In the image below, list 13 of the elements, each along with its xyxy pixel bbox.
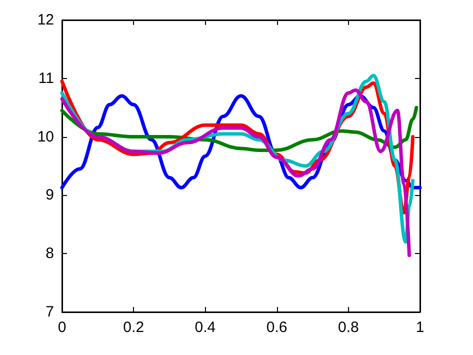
x-tick-label: 0.6 xyxy=(266,319,288,336)
x-tick-label: 0.8 xyxy=(338,319,359,336)
y-tick-label: 10 xyxy=(37,128,54,146)
y-tick-label: 12 xyxy=(37,12,54,28)
x-tick-label: 0 xyxy=(58,319,66,336)
x-tick-label: 0.4 xyxy=(194,319,216,336)
y-tick-label: 11 xyxy=(38,70,54,87)
y-tick-label: 9 xyxy=(46,186,54,204)
x-tick-label: 0.2 xyxy=(123,319,144,336)
x-tick-label: 1 xyxy=(416,319,424,336)
line-series xyxy=(60,88,412,258)
y-tick-label: 7 xyxy=(46,304,54,320)
y-tick-label: 8 xyxy=(46,245,54,262)
